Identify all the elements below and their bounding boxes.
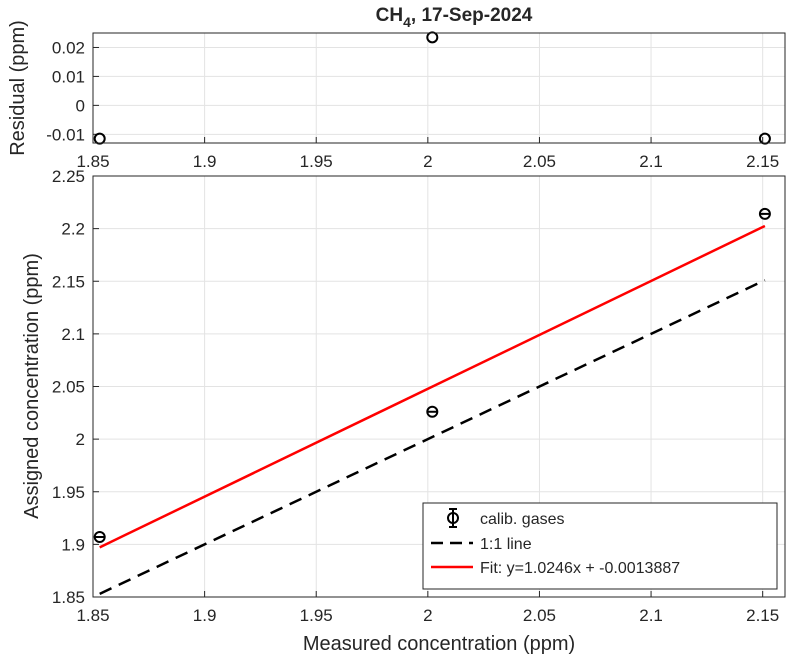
main-x-ticks: 1.85 1.9 1.95 2 2.05 2.1 2.15 <box>76 591 779 625</box>
legend-box <box>422 502 778 590</box>
main-axes-frame <box>92 175 786 598</box>
y-tick-label: 2.25 <box>52 167 85 186</box>
legend: calib. gases 1:1 line Fit: y=1.0246x + -… <box>422 502 778 590</box>
y-tick-label: 1.95 <box>52 483 85 502</box>
legend-label-calib: calib. gases <box>480 511 565 528</box>
legend-circle-marker-icon <box>447 512 459 524</box>
residual-x-ticks: 1.85 1.9 1.95 2 2.05 2.1 2.15 <box>76 137 779 171</box>
x-tick-label: 2.15 <box>746 606 779 625</box>
x-tick-label: 1.85 <box>76 152 109 171</box>
y-tick-label: -0.01 <box>46 125 85 144</box>
x-tick-label: 1.9 <box>193 152 217 171</box>
y-tick-label: 2.15 <box>52 272 85 291</box>
x-tick-label: 2 <box>423 606 432 625</box>
legend-item-one-to-one: 1:1 line <box>431 536 532 553</box>
main-plot: 1.85 1.9 1.95 2 2.05 2.1 2.15 1.85 1.9 1.95 2 2.05… <box>21 167 786 655</box>
residual-axes-box <box>93 33 785 143</box>
chart-title: CH4, 17-Sep-2024 <box>376 5 533 30</box>
x-tick-label: 2.1 <box>639 606 663 625</box>
residual-y-label: Residual (ppm) <box>7 20 29 156</box>
y-tick-label: 2.2 <box>61 220 85 239</box>
x-tick-label: 2.05 <box>523 606 556 625</box>
y-tick-label: 1.85 <box>52 588 85 607</box>
x-tick-label: 2.1 <box>639 152 663 171</box>
calib-point <box>93 531 106 544</box>
legend-label-fit: Fit: y=1.0246x + -0.0013887 <box>480 560 680 577</box>
y-tick-label: 1.9 <box>61 535 85 554</box>
x-tick-label: 1.9 <box>193 606 217 625</box>
legend-item-fit: Fit: y=1.0246x + -0.0013887 <box>431 560 680 577</box>
residual-axes-frame <box>92 32 786 144</box>
y-tick-label: 0.01 <box>52 67 85 86</box>
y-tick-label: 0 <box>76 96 85 115</box>
residual-y-ticks: 0.02 0.01 0 -0.01 <box>46 38 99 144</box>
y-tick-label: 0.02 <box>52 38 85 57</box>
y-tick-label: 2.05 <box>52 378 85 397</box>
y-tick-label: 2.1 <box>61 325 85 344</box>
one-to-one-line <box>99 279 766 595</box>
main-points <box>93 207 771 544</box>
main-lines <box>99 224 766 595</box>
residual-point <box>758 132 771 145</box>
x-tick-label: 1.95 <box>300 152 333 171</box>
residual-plot: 1.85 1.9 1.95 2 2.05 2.1 2.15 0.02 0.01 0 -0.01 R… <box>7 20 786 171</box>
x-tick-label: 2.05 <box>523 152 556 171</box>
residual-point <box>93 132 106 145</box>
main-y-ticks: 1.85 1.9 1.95 2 2.05 2.1 2.15 2.2 2.25 <box>52 167 99 607</box>
fit-line <box>99 224 766 549</box>
x-tick-label: 1.85 <box>76 606 109 625</box>
main-x-label: Measured concentration (ppm) <box>303 633 575 655</box>
x-tick-label: 1.95 <box>300 606 333 625</box>
x-tick-label: 2 <box>423 152 432 171</box>
legend-item-calib: calib. gases <box>447 508 565 528</box>
residual-grid <box>92 33 785 143</box>
x-tick-label: 2.15 <box>746 152 779 171</box>
y-tick-label: 2 <box>76 430 85 449</box>
legend-label-one-to-one: 1:1 line <box>480 536 532 553</box>
main-y-label: Assigned concentration (ppm) <box>21 253 43 519</box>
calib-point <box>758 207 771 220</box>
calib-point <box>426 405 439 418</box>
residual-points <box>93 31 771 145</box>
residual-point <box>426 31 439 44</box>
